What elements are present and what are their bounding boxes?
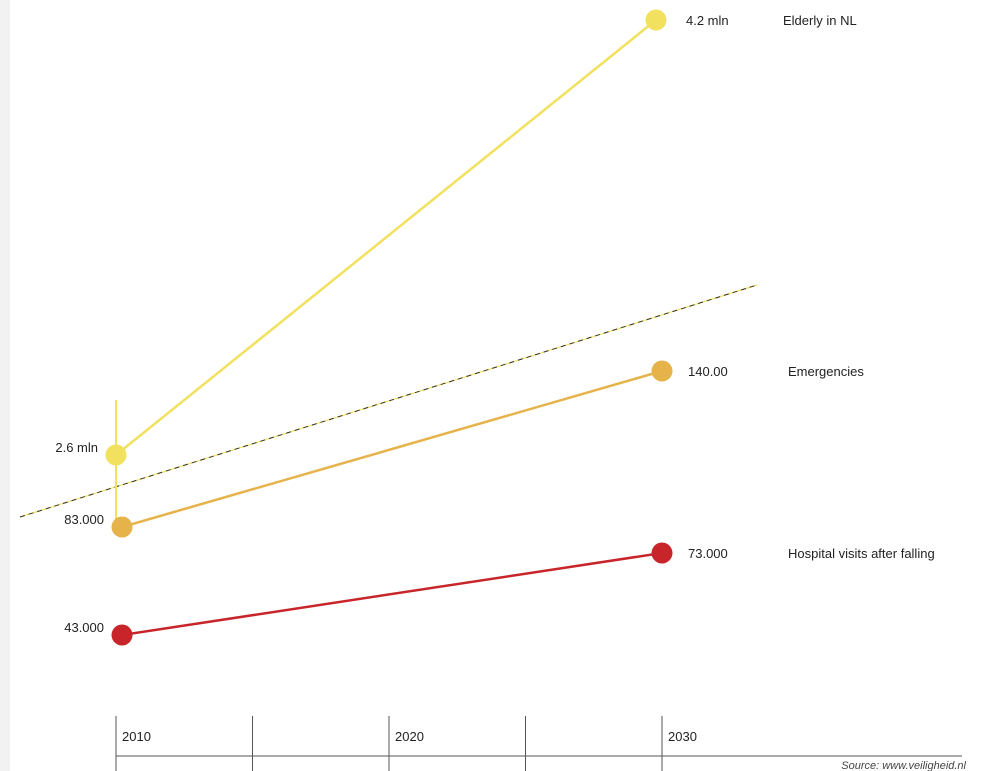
series-group: 2.6 mln 4.2 mln Elderly in NL 83.000 140.00 E…: [55, 9, 935, 646]
data-label: 73.000: [688, 546, 728, 561]
data-point: [111, 516, 133, 538]
x-tick-label: 2020: [395, 729, 424, 744]
x-tick-label: 2010: [122, 729, 151, 744]
data-point: [651, 542, 673, 564]
data-label: 2.6 mln: [55, 440, 98, 455]
source-note: Source: www.veiligheid.nl: [841, 760, 966, 771]
series-name-label: Emergencies: [788, 364, 864, 379]
series-line: [115, 19, 657, 456]
data-point: [645, 9, 667, 31]
series-line: [121, 551, 663, 637]
trend-dashed-line: [19, 284, 758, 518]
data-point: [651, 360, 673, 382]
x-tick-label: 2030: [668, 729, 697, 744]
x-axis-ticks: 2010 2020 2030: [115, 716, 697, 771]
left-edge-strip: [0, 0, 10, 771]
data-label: 83.000: [64, 512, 104, 527]
data-point: [111, 624, 133, 646]
series-name-label: Elderly in NL: [783, 13, 857, 28]
series-name-label: Hospital visits after falling: [788, 546, 935, 561]
data-label: 43.000: [64, 620, 104, 635]
data-point: [105, 444, 127, 466]
data-label: 140.00: [688, 364, 728, 379]
data-label: 4.2 mln: [686, 13, 729, 28]
series-line: [121, 369, 663, 529]
